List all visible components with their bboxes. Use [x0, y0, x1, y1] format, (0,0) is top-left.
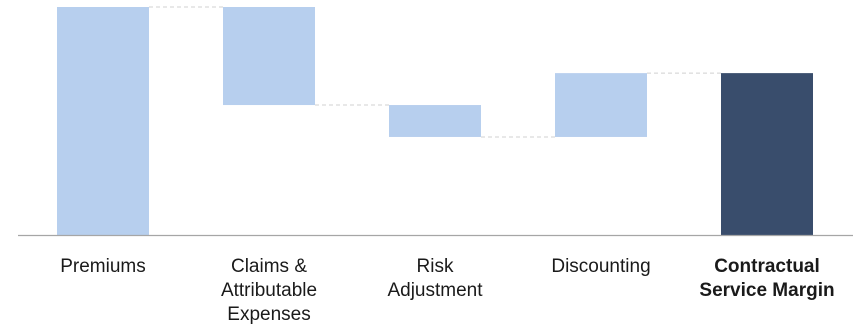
- category-label-line: Premiums: [60, 256, 146, 277]
- category-label-line: Expenses: [227, 304, 310, 325]
- bar-step-1: [57, 7, 149, 235]
- category-label-line: Discounting: [551, 256, 650, 277]
- category-label-line: Attributable: [221, 280, 317, 301]
- bar-step-2: [223, 7, 315, 106]
- category-label-line: Contractual: [714, 256, 820, 277]
- bar-step-3: [389, 105, 481, 137]
- connector-lines: [149, 6, 721, 138]
- bar-total: [721, 73, 813, 236]
- category-label-line: Adjustment: [387, 280, 483, 301]
- category-label: Risk Adjustment: [387, 256, 483, 301]
- category-label: Claims & Attributable Expenses: [221, 256, 317, 325]
- category-label: Premiums: [60, 256, 146, 277]
- bar-step-4: [555, 73, 647, 137]
- category-label-line: Claims &: [231, 256, 307, 277]
- category-label: Contractual Service Margin: [699, 256, 834, 301]
- category-label: Discounting: [551, 256, 650, 277]
- category-labels: Premiums Claims & Attributable Expenses Risk…: [60, 256, 834, 325]
- category-label-line: Risk: [417, 256, 454, 277]
- bar-group: [57, 7, 813, 236]
- category-label-line: Service Margin: [699, 280, 834, 301]
